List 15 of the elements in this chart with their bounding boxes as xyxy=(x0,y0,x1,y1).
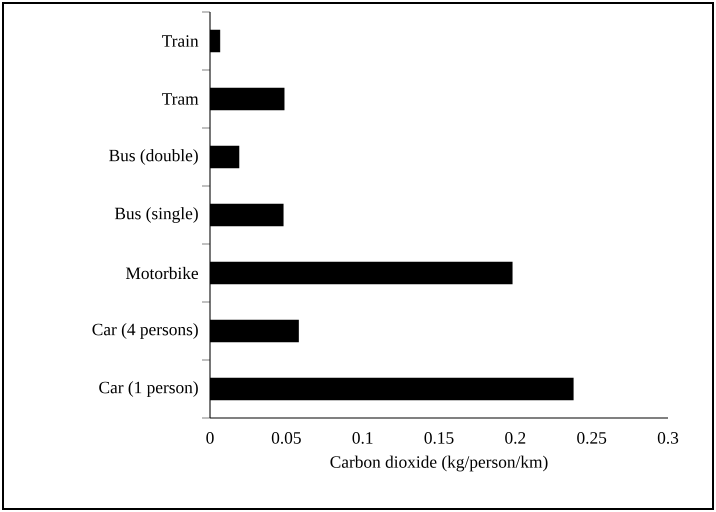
x-tick-label: 0.1 xyxy=(352,432,372,444)
y-tick-label: Tram xyxy=(162,93,198,105)
y-tick-label: Train xyxy=(162,35,198,47)
x-tick-label: 0.05 xyxy=(272,432,301,444)
y-tick-label: Bus (single) xyxy=(114,207,198,223)
x-axis-title: Carbon dioxide (kg/person/km) xyxy=(330,456,548,472)
y-tick-label: Motorbike xyxy=(126,266,198,280)
x-tick-label: 0.2 xyxy=(505,432,526,444)
x-tick-label: 0.3 xyxy=(658,432,678,444)
y-tick-label: Bus (double) xyxy=(109,149,198,165)
y-tick-label: Car (4 persons) xyxy=(92,323,198,339)
x-tick-label: 0 xyxy=(206,432,214,444)
x-tick-label: 0.15 xyxy=(424,432,454,444)
y-tick-label: Car (1 person) xyxy=(99,381,198,397)
x-tick-label: 0.25 xyxy=(577,432,606,444)
